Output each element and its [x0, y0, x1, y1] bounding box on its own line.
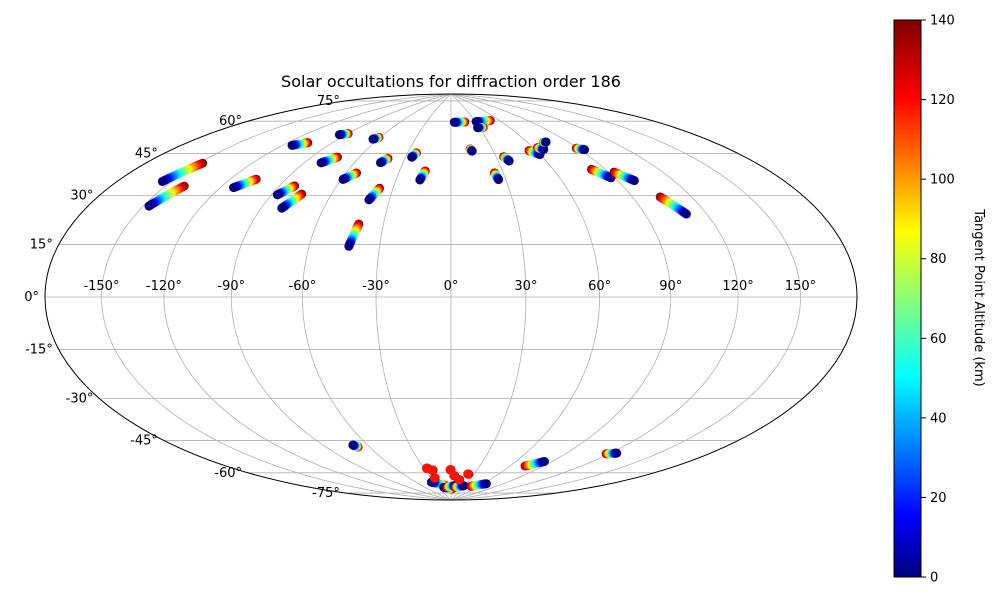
occultation-point — [539, 144, 549, 154]
occultation-point — [454, 475, 464, 485]
lon-tick-label: 0° — [444, 279, 459, 294]
occultation-point — [580, 145, 590, 155]
lat-tick-label: -15° — [25, 343, 53, 358]
lat-tick-label: 30° — [70, 189, 93, 204]
lon-tick-label: -30° — [362, 279, 390, 294]
lon-tick-label: 30° — [514, 279, 537, 294]
occultation-point — [541, 137, 551, 147]
lat-tick-label: 60° — [219, 114, 242, 129]
lat-tick-label: -45° — [130, 434, 158, 449]
map-boundary — [44, 93, 858, 501]
occultation-point — [494, 175, 504, 185]
colorbar-tick-label: 20 — [930, 491, 947, 506]
occultation-point — [287, 140, 297, 150]
colorbar-tick-label: 120 — [930, 93, 955, 108]
colorbar-gradient — [893, 19, 922, 578]
lon-tick-label: -90° — [217, 279, 245, 294]
graticule-grid — [45, 94, 857, 500]
occultation-point — [144, 201, 154, 211]
lon-tick-label: -120° — [146, 279, 182, 294]
occultation-point — [229, 183, 239, 193]
occultation-point — [429, 473, 439, 483]
occultation-point — [481, 479, 491, 489]
colorbar-tick-label: 100 — [930, 173, 955, 188]
occultation-point — [463, 469, 473, 479]
occultation-point — [467, 146, 477, 156]
occultation-point — [316, 158, 326, 168]
colorbar-tick-label: 0 — [930, 571, 938, 586]
occultation-point — [157, 176, 167, 186]
occultation-point — [612, 448, 622, 458]
longitude-tick-labels: -150° -120° -90° -60° -30° 0° 30° 60° 90° 120° 150… — [83, 279, 816, 294]
colorbar-ticks: 0 20 40 60 80 100 120 140 — [921, 14, 955, 586]
occultation-point — [681, 209, 691, 219]
lat-tick-label: -60° — [214, 466, 242, 481]
lat-tick-label: 45° — [135, 146, 158, 161]
lon-tick-label: 120° — [722, 279, 753, 294]
lat-tick-label: -75° — [312, 486, 340, 501]
occultation-point — [504, 156, 514, 166]
occultation-point — [407, 152, 417, 162]
lon-tick-label: 60° — [588, 279, 611, 294]
occultation-point — [338, 174, 348, 184]
occultation-point — [415, 175, 425, 185]
occultation-point — [364, 195, 374, 205]
occultation-point — [449, 117, 459, 127]
lon-tick-label: 150° — [785, 279, 816, 294]
lat-tick-label: 15° — [30, 237, 53, 252]
lon-tick-label: -60° — [289, 279, 317, 294]
lon-tick-label: 90° — [659, 279, 682, 294]
occultation-point — [334, 130, 344, 140]
occultation-point — [277, 203, 287, 213]
lat-tick-label: -30° — [66, 392, 94, 407]
lat-tick-label: 75° — [317, 94, 340, 109]
occultation-point — [376, 158, 386, 168]
occultation-point — [629, 176, 639, 186]
chart-title: Solar occultations for diffraction order… — [281, 72, 621, 91]
latitude-tick-labels: -75° -60° -45° -30° -15° 0° 15° 30° 45° 60° 75° — [24, 94, 340, 501]
occultation-point — [473, 123, 483, 133]
lat-tick-label: 0° — [24, 290, 39, 305]
lon-tick-label: -150° — [83, 279, 119, 294]
colorbar-tick-label: 60 — [930, 332, 947, 347]
occultation-point — [344, 241, 354, 251]
occultation-point — [348, 440, 358, 450]
data-points — [144, 116, 691, 494]
occultation-point — [539, 457, 549, 466]
colorbar-tick-label: 40 — [930, 411, 947, 426]
colorbar-tick-label: 80 — [930, 252, 947, 267]
occultation-point — [427, 465, 437, 475]
occultation-point — [368, 134, 378, 144]
colorbar: 0 20 40 60 80 100 120 140 Tangent Point Altitud… — [893, 14, 986, 586]
colorbar-tick-label: 140 — [930, 14, 955, 29]
occultation-point — [272, 190, 282, 200]
colorbar-label: Tangent Point Altitude (km) — [971, 208, 986, 386]
